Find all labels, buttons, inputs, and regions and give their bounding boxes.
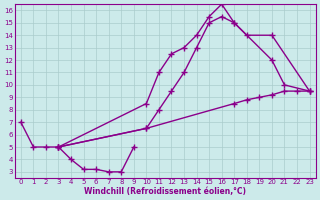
X-axis label: Windchill (Refroidissement éolien,°C): Windchill (Refroidissement éolien,°C) <box>84 187 246 196</box>
